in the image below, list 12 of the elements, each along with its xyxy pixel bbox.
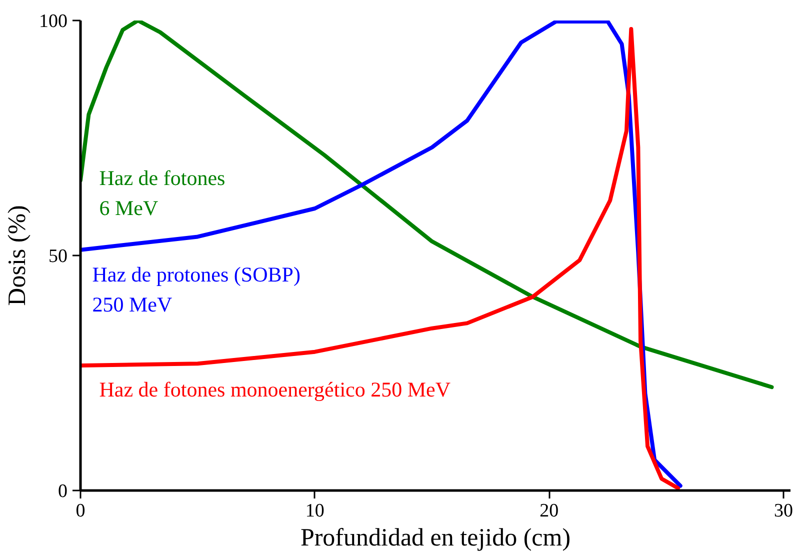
series-label: Haz de fotones monoenergético 250 MeV xyxy=(99,378,451,402)
y-tick-label: 100 xyxy=(39,11,68,32)
x-tick-label: 30 xyxy=(774,500,793,522)
x-tick-label: 0 xyxy=(76,500,86,522)
x-tick-label: 20 xyxy=(540,500,559,522)
y-tick-label: 0 xyxy=(58,481,68,502)
x-axis-title: Profundidad en tejido (cm) xyxy=(300,524,571,552)
y-axis-title: Dosis (%) xyxy=(4,205,31,306)
series-label: Haz de fotones 6 MeV xyxy=(99,166,226,220)
y-tick-label: 50 xyxy=(48,246,68,267)
x-tick-label: 10 xyxy=(305,500,324,522)
series-label: Haz de protones (SOBP) 250 MeV xyxy=(92,262,300,317)
